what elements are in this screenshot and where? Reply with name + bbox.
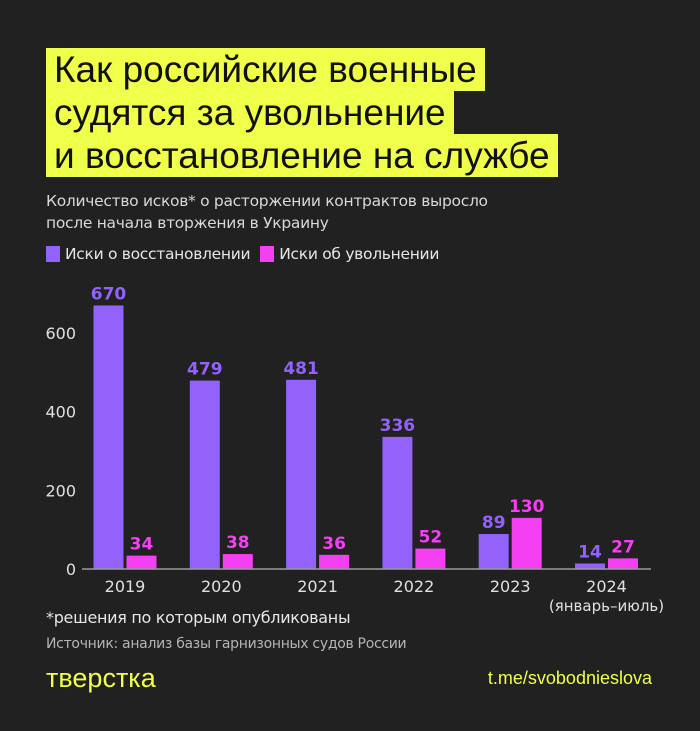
x-tick-label: 2020 [201,577,242,596]
data-label: 481 [283,359,319,379]
legend-item-dismissal: Иски об увольнении [260,245,439,263]
bar-dismissal [319,554,350,569]
legend-swatch [260,246,275,262]
bar-dismissal [608,558,638,569]
chart-subtitle: Количество исков* о расторжении контракт… [46,190,488,234]
data-label: 27 [611,537,635,557]
x-tick-label: 2024 [586,577,627,596]
legend-label: Иски об увольнении [279,245,440,263]
subtitle-line: Количество исков* о расторжении контракт… [46,192,488,210]
x-tick-label: 2023 [490,577,531,596]
x-tick-label: 2019 [105,577,146,596]
y-tick-label: 600 [45,324,76,343]
bar-dismissal [511,517,542,569]
legend: Иски о восстановлении Иски об увольнении [46,245,439,263]
data-label: 34 [130,535,154,555]
x-tick-sublabel: (январь–июль) [549,597,664,615]
data-label: 130 [509,497,545,517]
data-label: 479 [187,360,223,380]
chart-title: Как российские военные судятся за увольн… [46,48,558,177]
y-tick-label: 200 [45,481,76,500]
bar-reinstatement [478,533,509,569]
data-label: 14 [578,542,602,562]
x-tick-label: 2022 [394,577,435,596]
title-line: и восстановление на службе [46,134,558,177]
telegram-link[interactable]: t.me/svobodnieslova [487,668,652,688]
data-label: 38 [226,533,250,553]
bar-dismissal [222,554,253,569]
subtitle-line: после начала вторжения в Украину [46,214,329,232]
data-label: 89 [482,513,506,533]
bar-reinstatement [286,379,317,569]
bar-reinstatement [189,380,220,569]
bar-dismissal [126,555,157,569]
footnote: *решения по которым опубликованы [46,608,351,627]
legend-swatch [46,246,60,262]
y-tick-label: 0 [66,560,76,579]
bar-reinstatement [382,436,413,569]
bar-reinstatement [575,563,605,569]
x-tick-label: 2021 [297,577,338,596]
data-label: 670 [91,284,127,304]
bar-dismissal [415,548,446,569]
y-tick-label: 400 [45,403,76,422]
source: Источник: анализ базы гарнизонных судов … [46,636,407,652]
data-label: 336 [380,416,416,436]
logo: тверстка [46,663,156,693]
data-label: 52 [419,528,443,548]
title-line: судятся за увольнение [46,91,454,134]
data-label: 36 [322,534,346,554]
title-line: Как российские военные [46,48,485,91]
legend-item-reinstatement: Иски о восстановлении [46,245,251,263]
bar-reinstatement [93,305,124,569]
legend-label: Иски о восстановлении [65,245,251,263]
